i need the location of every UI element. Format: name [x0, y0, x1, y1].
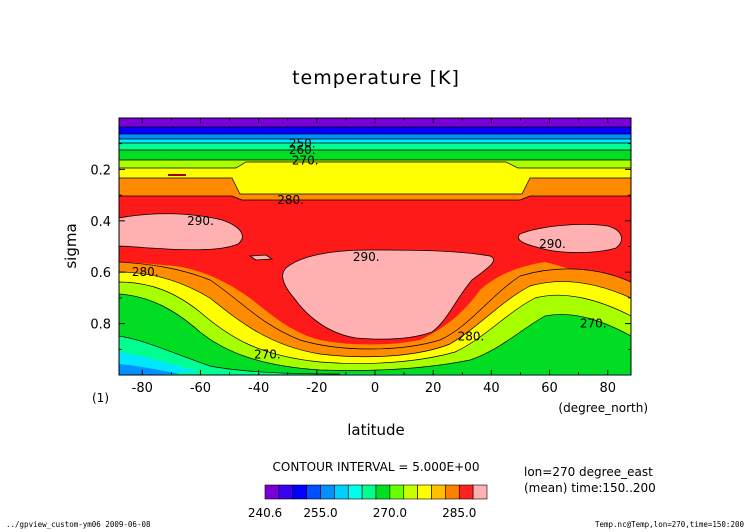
colorbar-swatch [334, 484, 349, 500]
y-tick-label: 0.4 [90, 215, 111, 230]
colorbar-swatch [320, 484, 335, 500]
footer-left: ../gpview_custom-ym06 2009-06-08 [6, 520, 151, 529]
colorbar-label: 270.0 [373, 506, 407, 520]
x-tick-label: 60 [541, 381, 558, 396]
x-tick-label: 40 [483, 381, 500, 396]
region-pink-small [248, 254, 274, 261]
contour-interval-text: CONTOUR INTERVAL = 5.000E+00 [273, 460, 480, 474]
x-tick-label: -60 [190, 381, 211, 396]
colorbar-swatch [278, 484, 294, 500]
colorbar-swatch [458, 484, 474, 500]
region-pink-center [282, 249, 495, 340]
contour-label: 280. [458, 329, 485, 343]
y-axis: 0.2 0.4 0.6 0.8 [90, 143, 631, 376]
y-tick-label: 0.6 [90, 266, 111, 281]
contour-label: 280. [277, 193, 304, 207]
colorbar-swatch [292, 484, 307, 500]
contour-lines [119, 126, 631, 375]
x-axis-label: latitude [347, 421, 405, 439]
colorbar-swatch [445, 484, 460, 500]
info-line-1: lon=270 degree_east [524, 465, 653, 479]
contour-label: 280. [132, 265, 159, 279]
x-axis: -80 -60 -40 -20 0 20 40 60 80 [132, 118, 616, 396]
contour-label: 290. [539, 237, 566, 251]
contour-label: 290. [353, 250, 380, 264]
contour-label: 250. [289, 137, 316, 151]
plot-area: 250.260.270.280.290.290.290.280.280.270.… [119, 118, 631, 375]
colorbar-swatch [403, 484, 418, 500]
y-tick-label: 0.8 [90, 318, 111, 333]
band-green-lower [119, 294, 631, 375]
colorbar-label: 285.0 [442, 506, 476, 520]
colorbar-swatch [431, 484, 446, 500]
colorbar-swatch [375, 484, 391, 500]
x-tick-label: -80 [132, 381, 153, 396]
colorbar-swatch [361, 484, 377, 500]
contour-label: 270. [580, 317, 607, 331]
colorbar-labels: 240.6 255.0 270.0 285.0 [248, 506, 477, 520]
y-axis-tag: (1) [92, 391, 109, 405]
contour-label: 290. [187, 214, 214, 228]
info-line-2: (mean) time:150..200 [524, 481, 656, 495]
colorbar-swatch [417, 484, 432, 500]
colorbar-label: 255.0 [303, 506, 337, 520]
colorbar-swatch [389, 484, 405, 500]
colorbar-swatch [306, 484, 321, 500]
colorbar [264, 484, 488, 500]
x-tick-label: -40 [248, 381, 269, 396]
colorbar-label: 240.6 [248, 506, 282, 520]
x-tick-label: 80 [599, 381, 616, 396]
chart-title: temperature [K] [292, 67, 460, 89]
x-tick-label: -20 [306, 381, 327, 396]
colorbar-swatch [472, 484, 488, 500]
band-blue-lower [119, 364, 180, 375]
colorbar-swatch [347, 484, 363, 500]
y-tick-label: 0.2 [90, 163, 111, 178]
region-pink-right [517, 224, 622, 253]
x-tick-label: 20 [425, 381, 442, 396]
contour-label-layer: 250.260.270.280.290.290.290.280.280.270.… [132, 137, 607, 362]
contour-label: 270. [254, 347, 281, 361]
contour-label: 260. [289, 143, 316, 157]
contour-label: 270. [292, 153, 319, 167]
colorbar-swatch [264, 484, 280, 500]
x-tick-label: 0 [371, 381, 379, 396]
footer-right: Temp.nc@Temp,lon=270,time=150:200 [595, 520, 744, 529]
region-pink-left [119, 213, 243, 251]
x-axis-unit: (degree_north) [558, 401, 648, 415]
y-axis-label: sigma [62, 223, 80, 268]
